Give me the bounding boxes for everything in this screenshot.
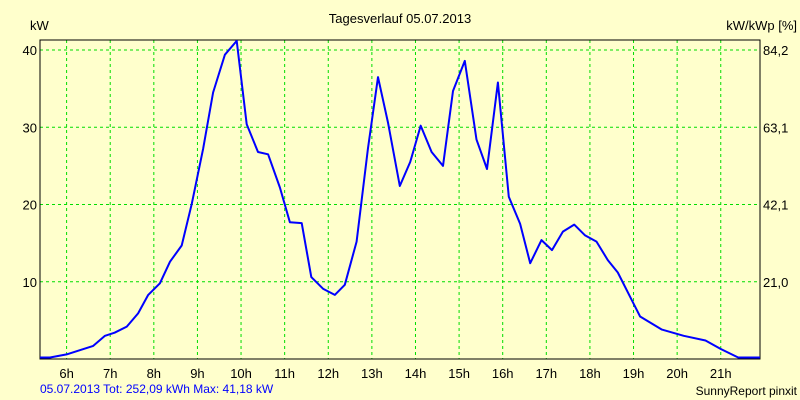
x-tick-label: 16h	[492, 366, 514, 381]
x-tick-label: 20h	[666, 366, 688, 381]
y-tick-label: 20	[23, 198, 37, 213]
x-tick-label: 7h	[103, 366, 117, 381]
x-tick-label: 13h	[361, 366, 383, 381]
footer-credit: SunnyReport pinxit	[696, 384, 798, 398]
x-tick-label: 8h	[147, 366, 161, 381]
chart-title: Tagesverlauf 05.07.2013	[329, 11, 471, 26]
x-tick-label: 6h	[59, 366, 73, 381]
power-series-line	[40, 39, 760, 359]
x-tick-label: 12h	[317, 366, 339, 381]
y-right-tick-label: 21,0	[763, 275, 788, 290]
grid	[40, 40, 760, 359]
x-tick-label: 15h	[448, 366, 470, 381]
tick-labels: 6h 7h 8h 9h 10h 11h 12h 13h 14h 15h 16h 17h 18h 19h 20…	[23, 43, 789, 381]
y-right-tick-label: 84,2	[763, 43, 788, 58]
x-tick-label: 14h	[405, 366, 427, 381]
y-tick-label: 40	[23, 43, 37, 58]
x-tick-label: 19h	[623, 366, 645, 381]
x-tick-label: 10h	[230, 366, 252, 381]
x-tick-label: 18h	[579, 366, 601, 381]
y-tick-label: 30	[23, 120, 37, 135]
y-right-tick-label: 63,1	[763, 120, 788, 135]
x-tick-label: 11h	[274, 366, 295, 381]
y-axis-right-label: kW/kWp [%]	[726, 18, 797, 33]
x-tick-label: 9h	[190, 366, 204, 381]
y-axis-label: kW	[30, 18, 50, 33]
y-right-tick-label: 42,1	[763, 198, 788, 213]
x-tick-label: 21h	[710, 366, 732, 381]
y-tick-label: 10	[23, 275, 37, 290]
footer-summary: 05.07.2013 Tot: 252,09 kWh Max: 41,18 kW	[40, 382, 274, 396]
x-tick-label: 17h	[535, 366, 557, 381]
plot-frame	[39, 39, 761, 360]
